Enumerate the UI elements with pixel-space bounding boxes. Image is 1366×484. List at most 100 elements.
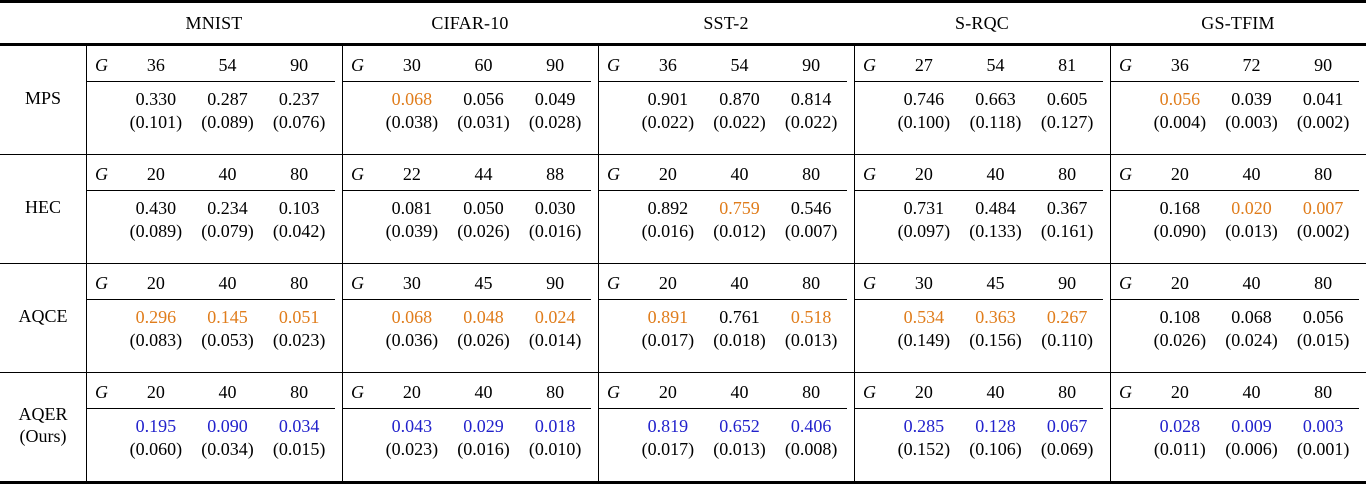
method-name-suffix: (Ours) [19,426,67,446]
gate-count: 20 [914,164,933,184]
result-std: (0.022) [641,111,695,132]
gate-count: 36 [658,55,677,75]
result-value: 0.901 [647,89,689,109]
g-symbol: G [95,55,108,75]
result-std: (0.001) [1296,438,1350,459]
gate-count: 90 [546,273,565,293]
method-row-aqce: AQCE G 20 40 80 0.296 0.145 0.051 (0.083) (0.053)… [0,263,1366,372]
result-std: (0.118) [969,111,1022,132]
gate-count: 40 [218,382,237,402]
result-cell-mps-mnist: G 36 54 90 0.330 0.287 0.237 (0.101) (0.089) (0.0… [86,46,342,154]
result-cell-hec-cifar-10: G 22 44 88 0.081 0.050 0.030 (0.039) (0.026) (0.0… [342,155,598,263]
result-value: 0.049 [534,89,576,109]
result-std: (0.015) [1296,329,1350,350]
table-header-row: MNIST CIFAR-10 SST-2 S-RQC GS-TFIM [0,3,1366,45]
g-symbol: G [351,55,364,75]
result-value: 0.430 [135,198,177,218]
result-std: (0.089) [201,111,254,132]
result-std: (0.076) [272,111,326,132]
method-label: AQCE [0,264,86,372]
result-std: (0.017) [641,329,695,350]
column-header-gs-tfim: GS-TFIM [1201,12,1275,33]
result-value: 0.287 [207,89,248,109]
result-std: (0.026) [457,329,510,350]
result-value: 0.534 [903,307,945,327]
gate-count: 80 [802,273,821,293]
result-std: (0.013) [713,438,766,459]
result-value: 0.034 [278,416,320,436]
result-std: (0.069) [1040,438,1094,459]
result-std: (0.034) [201,438,254,459]
result-std: (0.016) [528,220,582,241]
method-row-mps: MPS G 36 54 90 0.330 0.287 0.237 (0.101) (0.089) (… [0,45,1366,154]
result-std: (0.089) [129,220,183,241]
result-std: (0.015) [272,438,326,459]
gate-count: 90 [290,55,309,75]
result-value: 0.081 [391,198,433,218]
result-std: (0.012) [713,220,766,241]
gate-count: 80 [290,164,309,184]
gate-count: 80 [546,382,565,402]
result-value: 0.067 [1046,416,1088,436]
result-value: 0.056 [1159,89,1201,109]
gate-count: 20 [658,382,677,402]
gate-count: 30 [402,273,421,293]
result-std: (0.100) [897,111,951,132]
result-cell-hec-s-rqc: G 20 40 80 0.731 0.484 0.367 (0.097) (0.133) (0.1… [854,155,1110,263]
gate-count: 20 [658,273,677,293]
g-symbol: G [351,382,364,402]
result-value: 0.652 [719,416,760,436]
result-cell-aqce-sst-2: G 20 40 80 0.891 0.761 0.518 (0.017) (0.018) (0.0… [598,264,854,372]
g-symbol: G [95,164,108,184]
result-value: 0.731 [903,198,945,218]
result-cell-hec-sst-2: G 20 40 80 0.892 0.759 0.546 (0.016) (0.012) (0.0… [598,155,854,263]
result-value: 0.090 [207,416,248,436]
result-cell-aqer-sst-2: G 20 40 80 0.819 0.652 0.406 (0.017) (0.013) (0.0… [598,373,854,481]
result-value: 0.018 [534,416,576,436]
method-label: MPS [0,46,86,154]
gate-count: 44 [474,164,493,184]
result-cell-hec-mnist: G 20 40 80 0.430 0.234 0.103 (0.089) (0.079) (0.0… [86,155,342,263]
result-value: 0.892 [647,198,689,218]
gate-count: 54 [730,55,749,75]
gate-count: 30 [402,55,421,75]
gate-count: 80 [802,382,821,402]
result-std: (0.161) [1040,220,1094,241]
method-name: MPS [24,87,62,108]
gate-count: 80 [290,382,309,402]
result-value: 0.068 [1231,307,1272,327]
method-name: AQER [18,403,68,424]
result-cell-mps-s-rqc: G 27 54 81 0.746 0.663 0.605 (0.100) (0.118) (0.1… [854,46,1110,154]
gate-count: 40 [1242,273,1261,293]
result-std: (0.101) [129,111,183,132]
result-std: (0.024) [1225,329,1278,350]
gate-count: 80 [290,273,309,293]
result-std: (0.028) [528,111,582,132]
result-value: 0.050 [463,198,504,218]
gate-count: 88 [546,164,565,184]
result-std: (0.022) [713,111,766,132]
method-name: HEC [25,196,61,217]
result-std: (0.023) [385,438,439,459]
result-value: 0.108 [1159,307,1201,327]
g-symbol: G [863,382,876,402]
result-std: (0.106) [969,438,1022,459]
result-std: (0.002) [1296,220,1350,241]
result-value: 0.237 [278,89,320,109]
result-std: (0.060) [129,438,183,459]
result-std: (0.003) [1225,111,1278,132]
result-value: 0.195 [135,416,177,436]
g-symbol: G [863,164,876,184]
method-name: AQCE [18,305,68,326]
result-std: (0.002) [1296,111,1350,132]
result-std: (0.016) [457,438,510,459]
result-std: (0.149) [897,329,951,350]
result-cell-mps-sst-2: G 36 54 90 0.901 0.870 0.814 (0.022) (0.022) (0.0… [598,46,854,154]
result-value: 0.128 [975,416,1016,436]
gate-count: 40 [986,382,1005,402]
result-value: 0.056 [463,89,504,109]
result-std: (0.156) [969,329,1022,350]
result-std: (0.031) [457,111,510,132]
g-symbol: G [607,382,620,402]
result-value: 0.068 [391,89,433,109]
